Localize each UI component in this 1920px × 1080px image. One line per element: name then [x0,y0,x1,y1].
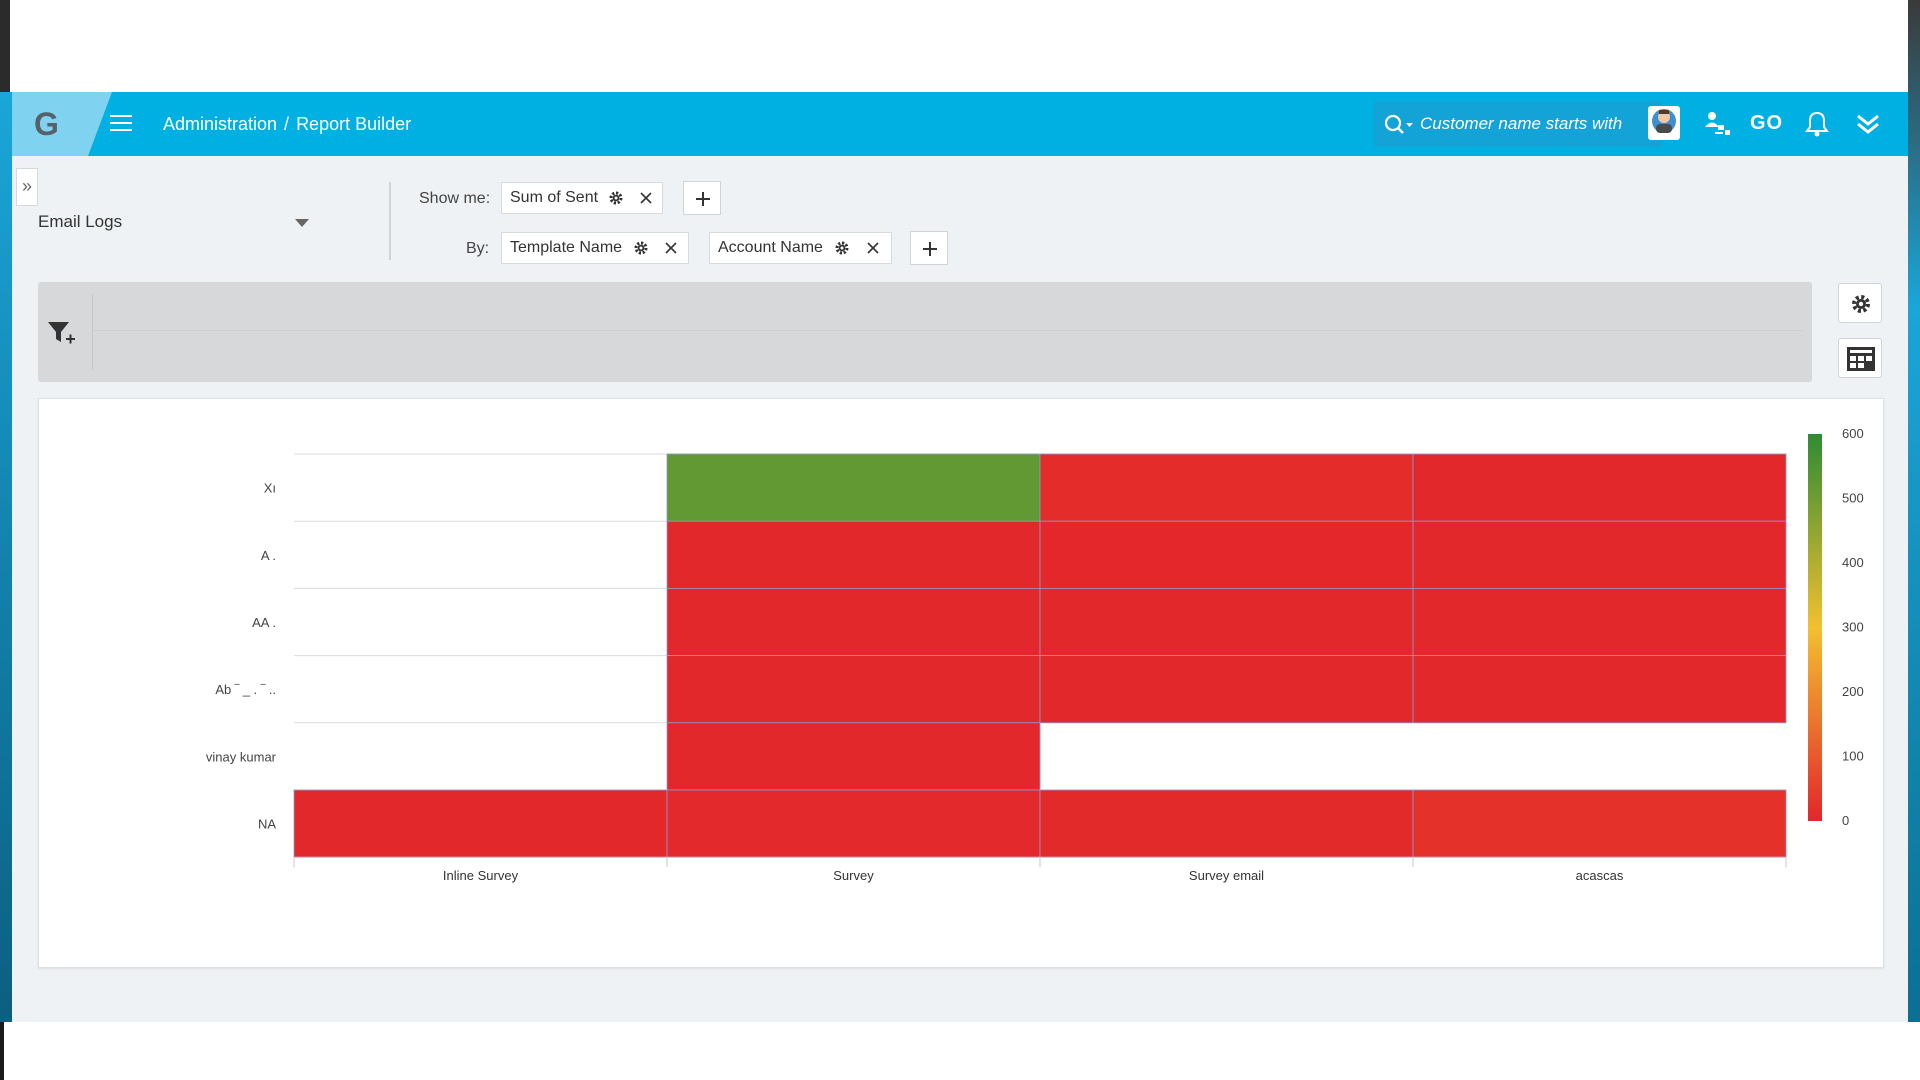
x-tick-label: acascas [1576,868,1624,883]
heatmap-cell [666,789,1041,858]
heatmap-cell [666,722,1041,791]
heatmap-chart[interactable]: Inline Survey Survey Survey email acascas Xı… [39,399,1885,969]
heatmap-cell [666,655,1041,724]
hamburger-icon[interactable] [110,110,132,138]
heatmap-cell [666,453,1041,522]
divider [389,182,391,260]
heatmap-cell [1412,655,1787,724]
search-icon[interactable] [1384,114,1414,136]
search-input[interactable]: Customer name starts with [1420,114,1623,133]
by-label: By: [466,240,490,257]
colorbar-tick-label: 200 [1842,684,1864,699]
colorbar-tick-label: 100 [1842,749,1864,764]
heatmap-cell [1039,655,1414,724]
window-edge [1908,0,1920,1022]
page-bottom [0,1022,1920,1080]
close-icon[interactable] [867,242,879,254]
heatmap-cell [293,789,668,858]
global-search[interactable]: Customer name starts with [1374,101,1662,147]
data-source-select[interactable]: Email Logs [38,206,310,236]
close-icon[interactable] [665,242,677,254]
gear-icon[interactable] [608,190,624,206]
sidebar-expand-icon[interactable]: » [16,168,38,206]
filter-add-icon[interactable] [47,320,77,346]
x-tick-label: Inline Survey [443,868,519,883]
dashboard-view-button[interactable] [1838,338,1882,378]
heatmap-cell [1412,789,1787,858]
y-tick-label: AA . [252,615,276,630]
breadcrumb-separator: / [284,114,290,134]
heatmap-cell [1039,520,1414,589]
window-edge [0,92,12,1022]
chart-settings-button[interactable] [1838,283,1882,323]
y-tick-label: A . [261,548,276,563]
x-tick-label: Survey [833,868,874,883]
heatmap-cell [1039,789,1414,858]
colorbar [1808,434,1822,821]
gear-icon[interactable] [633,240,649,256]
heatmap-cell [666,520,1041,589]
heatmap-cell [1039,453,1414,522]
filter-area[interactable] [92,294,1802,370]
avatar[interactable] [1648,106,1680,140]
measure-label: Sum of Sent [510,189,599,206]
heatmap-cell [1039,587,1414,656]
add-measure-button[interactable] [683,181,721,215]
dashboard-grid-icon [1847,347,1875,371]
window-edge [0,1022,4,1080]
heatmap-cell [1412,520,1787,589]
dimension-label: Template Name [510,239,623,256]
window-edge [0,0,10,92]
heatmap-cell [666,587,1041,656]
close-icon[interactable] [640,192,652,204]
y-tick-label: NA [258,817,276,832]
measure-pill[interactable]: Sum of Sent [501,182,663,214]
heatmap-cell [1412,587,1787,656]
top-navigation-bar: G Administration / Report Builder Customer… [12,92,1908,156]
breadcrumb: Administration / Report Builder [163,114,411,135]
logo-letter: G [34,106,59,142]
chevron-down-icon [295,219,309,227]
y-tick-label: Ab ‾ _ . ‾ .. [215,682,276,697]
colorbar-tick-label: 400 [1842,555,1864,570]
add-dimension-button[interactable] [910,231,948,265]
colorbar-tick-label: 300 [1842,620,1864,635]
gear-icon[interactable] [834,240,850,256]
data-source-value: Email Logs [38,212,123,231]
org-chart-icon[interactable] [1703,110,1731,138]
y-tick-label: vinay kumar [206,749,277,764]
gear-icon [1852,295,1870,313]
chart-panel: Inline Survey Survey Survey email acascas Xı… [38,398,1884,968]
app-window: G Administration / Report Builder Customer… [12,92,1908,1022]
go-button[interactable]: GO [1750,112,1784,134]
show-me-label: Show me: [419,190,491,207]
dimension-pill-template-name[interactable]: Template Name [501,232,689,264]
bell-icon[interactable] [1805,110,1829,138]
double-chevron-down-icon[interactable] [1855,110,1881,138]
colorbar-tick-label: 600 [1842,426,1864,441]
x-tick-label: Survey email [1189,868,1264,883]
colorbar-tick-label: 0 [1842,813,1849,828]
app-logo[interactable]: G [12,92,112,156]
breadcrumb-report-builder: Report Builder [296,114,412,134]
filter-bar [38,282,1812,382]
dimension-label: Account Name [718,239,823,256]
colorbar-tick-label: 500 [1842,491,1864,506]
y-tick-label: Xı [264,481,276,496]
breadcrumb-administration[interactable]: Administration [163,114,278,134]
heatmap-cell [1412,453,1787,522]
dimension-pill-account-name[interactable]: Account Name [709,232,892,264]
